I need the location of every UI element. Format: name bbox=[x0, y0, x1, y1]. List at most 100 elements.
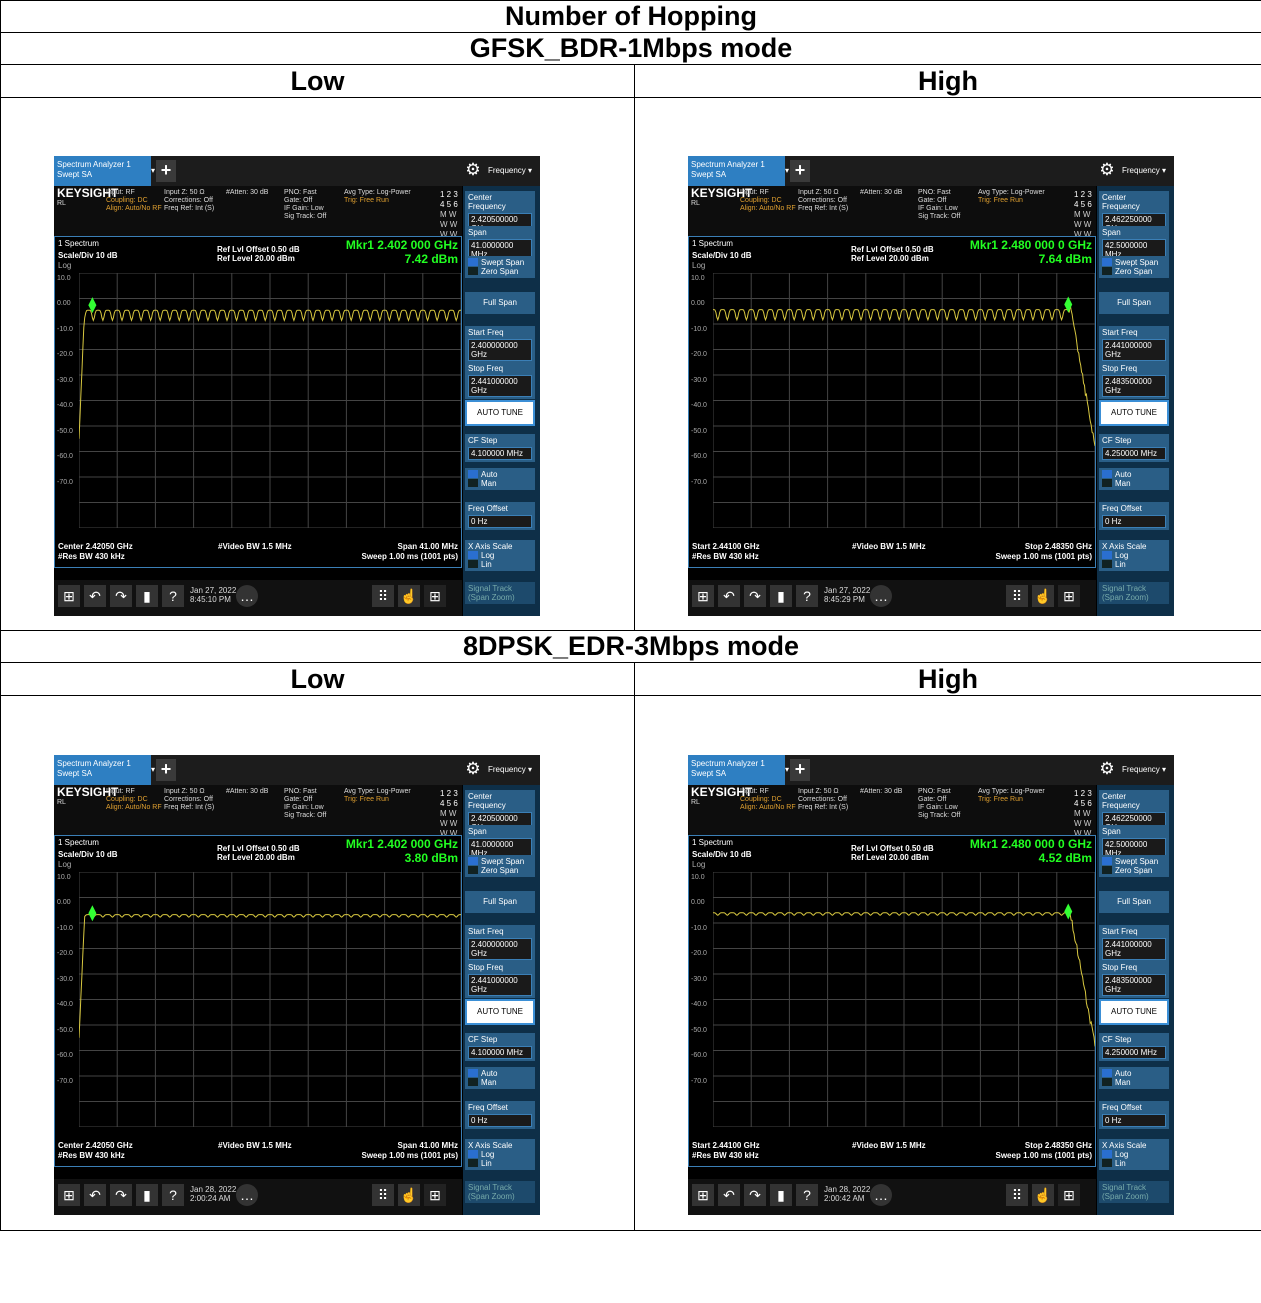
chevron-down-icon[interactable]: ▾ bbox=[151, 765, 155, 774]
cf-step-button[interactable]: CF Step 4.250000 MHz bbox=[1099, 1033, 1169, 1061]
cf-step-button[interactable]: CF Step 4.100000 MHz bbox=[465, 434, 535, 462]
redo-icon[interactable]: ↷ bbox=[744, 585, 766, 607]
undo-icon[interactable]: ↶ bbox=[718, 585, 740, 607]
windows-icon[interactable]: ⊞ bbox=[692, 1184, 714, 1206]
touch-icon[interactable]: ☝ bbox=[1032, 1184, 1054, 1206]
redo-icon[interactable]: ↷ bbox=[110, 585, 132, 607]
touch-icon[interactable]: ☝ bbox=[398, 1184, 420, 1206]
signal-track-button[interactable]: Signal Track (Span Zoom) bbox=[1099, 1181, 1169, 1203]
keypad-icon[interactable]: ⠿ bbox=[372, 1184, 394, 1206]
menu-dropdown[interactable]: Frequency ▾ bbox=[488, 160, 540, 182]
spectrum-plot[interactable] bbox=[79, 872, 461, 1127]
chat-icon[interactable]: … bbox=[236, 585, 258, 607]
undo-icon[interactable]: ↶ bbox=[718, 1184, 740, 1206]
menu-dropdown[interactable]: Frequency ▾ bbox=[1122, 759, 1174, 781]
windows-icon[interactable]: ⊞ bbox=[692, 585, 714, 607]
full-span-button[interactable]: Full Span bbox=[1099, 891, 1169, 913]
menu-dropdown[interactable]: Frequency ▾ bbox=[488, 759, 540, 781]
start-freq-button[interactable]: Start Freq 2.441000000 GHz bbox=[1099, 925, 1169, 962]
gear-icon[interactable]: ⚙ bbox=[1099, 159, 1115, 181]
add-screen-button[interactable]: + bbox=[790, 160, 810, 182]
help-icon[interactable]: ? bbox=[162, 1184, 184, 1206]
keypad-icon[interactable]: ⠿ bbox=[1006, 585, 1028, 607]
cf-step-button[interactable]: CF Step 4.100000 MHz bbox=[465, 1033, 535, 1061]
signal-track-button[interactable]: Signal Track (Span Zoom) bbox=[465, 582, 535, 604]
undo-icon[interactable]: ↶ bbox=[84, 585, 106, 607]
cf-step-button[interactable]: CF Step 4.250000 MHz bbox=[1099, 434, 1169, 462]
layout-icon[interactable]: ⊞ bbox=[1058, 585, 1080, 607]
chat-icon[interactable]: … bbox=[870, 1184, 892, 1206]
auto-tune-button[interactable]: AUTO TUNE bbox=[1099, 400, 1169, 426]
redo-icon[interactable]: ↷ bbox=[110, 1184, 132, 1206]
layout-icon[interactable]: ⊞ bbox=[424, 585, 446, 607]
analyzer-tab[interactable]: Spectrum Analyzer 1 Swept SA bbox=[54, 156, 151, 186]
start-freq-button[interactable]: Start Freq 2.441000000 GHz bbox=[1099, 326, 1169, 363]
touch-icon[interactable]: ☝ bbox=[398, 585, 420, 607]
file-icon[interactable]: ▮ bbox=[770, 585, 792, 607]
auto-tune-button[interactable]: AUTO TUNE bbox=[465, 999, 535, 1025]
freq-offset-button[interactable]: Freq Offset 0 Hz bbox=[465, 502, 535, 530]
chevron-down-icon[interactable]: ▾ bbox=[151, 166, 155, 175]
keypad-icon[interactable]: ⠿ bbox=[1006, 1184, 1028, 1206]
swept-span-toggle[interactable]: Swept Span Zero Span bbox=[1099, 256, 1169, 278]
analyzer-tab[interactable]: Spectrum Analyzer 1 Swept SA bbox=[54, 755, 151, 785]
start-freq-button[interactable]: Start Freq 2.400000000 GHz bbox=[465, 925, 535, 962]
full-span-button[interactable]: Full Span bbox=[465, 891, 535, 913]
menu-dropdown[interactable]: Frequency ▾ bbox=[1122, 160, 1174, 182]
spectrum-plot[interactable] bbox=[79, 273, 461, 528]
stop-freq-button[interactable]: Stop Freq 2.441000000 GHz bbox=[465, 961, 535, 998]
chevron-down-icon[interactable]: ▾ bbox=[785, 166, 789, 175]
gear-icon[interactable]: ⚙ bbox=[465, 758, 481, 780]
windows-icon[interactable]: ⊞ bbox=[58, 1184, 80, 1206]
touch-icon[interactable]: ☝ bbox=[1032, 585, 1054, 607]
analyzer-tab[interactable]: Spectrum Analyzer 1 Swept SA bbox=[688, 755, 785, 785]
chat-icon[interactable]: … bbox=[870, 585, 892, 607]
chat-icon[interactable]: … bbox=[236, 1184, 258, 1206]
windows-icon[interactable]: ⊞ bbox=[58, 585, 80, 607]
spectrum-plot[interactable] bbox=[713, 872, 1095, 1127]
freq-offset-button[interactable]: Freq Offset 0 Hz bbox=[465, 1101, 535, 1129]
swept-span-toggle[interactable]: Swept Span Zero Span bbox=[1099, 855, 1169, 877]
stop-freq-button[interactable]: Stop Freq 2.441000000 GHz bbox=[465, 362, 535, 399]
keypad-icon[interactable]: ⠿ bbox=[372, 585, 394, 607]
help-icon[interactable]: ? bbox=[796, 585, 818, 607]
help-icon[interactable]: ? bbox=[162, 585, 184, 607]
start-freq-button[interactable]: Start Freq 2.400000000 GHz bbox=[465, 326, 535, 363]
file-icon[interactable]: ▮ bbox=[770, 1184, 792, 1206]
auto-tune-button[interactable]: AUTO TUNE bbox=[465, 400, 535, 426]
swept-span-toggle[interactable]: Swept Span Zero Span bbox=[465, 855, 535, 877]
auto-man-toggle[interactable]: Auto Man bbox=[1099, 468, 1169, 490]
full-span-button[interactable]: Full Span bbox=[465, 292, 535, 314]
add-screen-button[interactable]: + bbox=[790, 759, 810, 781]
layout-icon[interactable]: ⊞ bbox=[1058, 1184, 1080, 1206]
spectrum-plot[interactable] bbox=[713, 273, 1095, 528]
add-screen-button[interactable]: + bbox=[156, 759, 176, 781]
x-axis-scale-button[interactable]: X Axis Scale Log Lin bbox=[465, 1139, 535, 1170]
freq-offset-button[interactable]: Freq Offset 0 Hz bbox=[1099, 502, 1169, 530]
add-screen-button[interactable]: + bbox=[156, 160, 176, 182]
auto-man-toggle[interactable]: Auto Man bbox=[465, 1067, 535, 1089]
signal-track-button[interactable]: Signal Track (Span Zoom) bbox=[1099, 582, 1169, 604]
x-axis-scale-button[interactable]: X Axis Scale Log Lin bbox=[465, 540, 535, 571]
layout-icon[interactable]: ⊞ bbox=[424, 1184, 446, 1206]
auto-man-toggle[interactable]: Auto Man bbox=[1099, 1067, 1169, 1089]
help-icon[interactable]: ? bbox=[796, 1184, 818, 1206]
undo-icon[interactable]: ↶ bbox=[84, 1184, 106, 1206]
file-icon[interactable]: ▮ bbox=[136, 585, 158, 607]
full-span-button[interactable]: Full Span bbox=[1099, 292, 1169, 314]
stop-freq-button[interactable]: Stop Freq 2.483500000 GHz bbox=[1099, 362, 1169, 399]
swept-span-toggle[interactable]: Swept Span Zero Span bbox=[465, 256, 535, 278]
gear-icon[interactable]: ⚙ bbox=[465, 159, 481, 181]
analyzer-tab[interactable]: Spectrum Analyzer 1 Swept SA bbox=[688, 156, 785, 186]
signal-track-button[interactable]: Signal Track (Span Zoom) bbox=[465, 1181, 535, 1203]
redo-icon[interactable]: ↷ bbox=[744, 1184, 766, 1206]
freq-offset-button[interactable]: Freq Offset 0 Hz bbox=[1099, 1101, 1169, 1129]
gear-icon[interactable]: ⚙ bbox=[1099, 758, 1115, 780]
auto-man-toggle[interactable]: Auto Man bbox=[465, 468, 535, 490]
x-axis-scale-button[interactable]: X Axis Scale Log Lin bbox=[1099, 540, 1169, 571]
x-axis-scale-button[interactable]: X Axis Scale Log Lin bbox=[1099, 1139, 1169, 1170]
auto-tune-button[interactable]: AUTO TUNE bbox=[1099, 999, 1169, 1025]
file-icon[interactable]: ▮ bbox=[136, 1184, 158, 1206]
chevron-down-icon[interactable]: ▾ bbox=[785, 765, 789, 774]
stop-freq-button[interactable]: Stop Freq 2.483500000 GHz bbox=[1099, 961, 1169, 998]
